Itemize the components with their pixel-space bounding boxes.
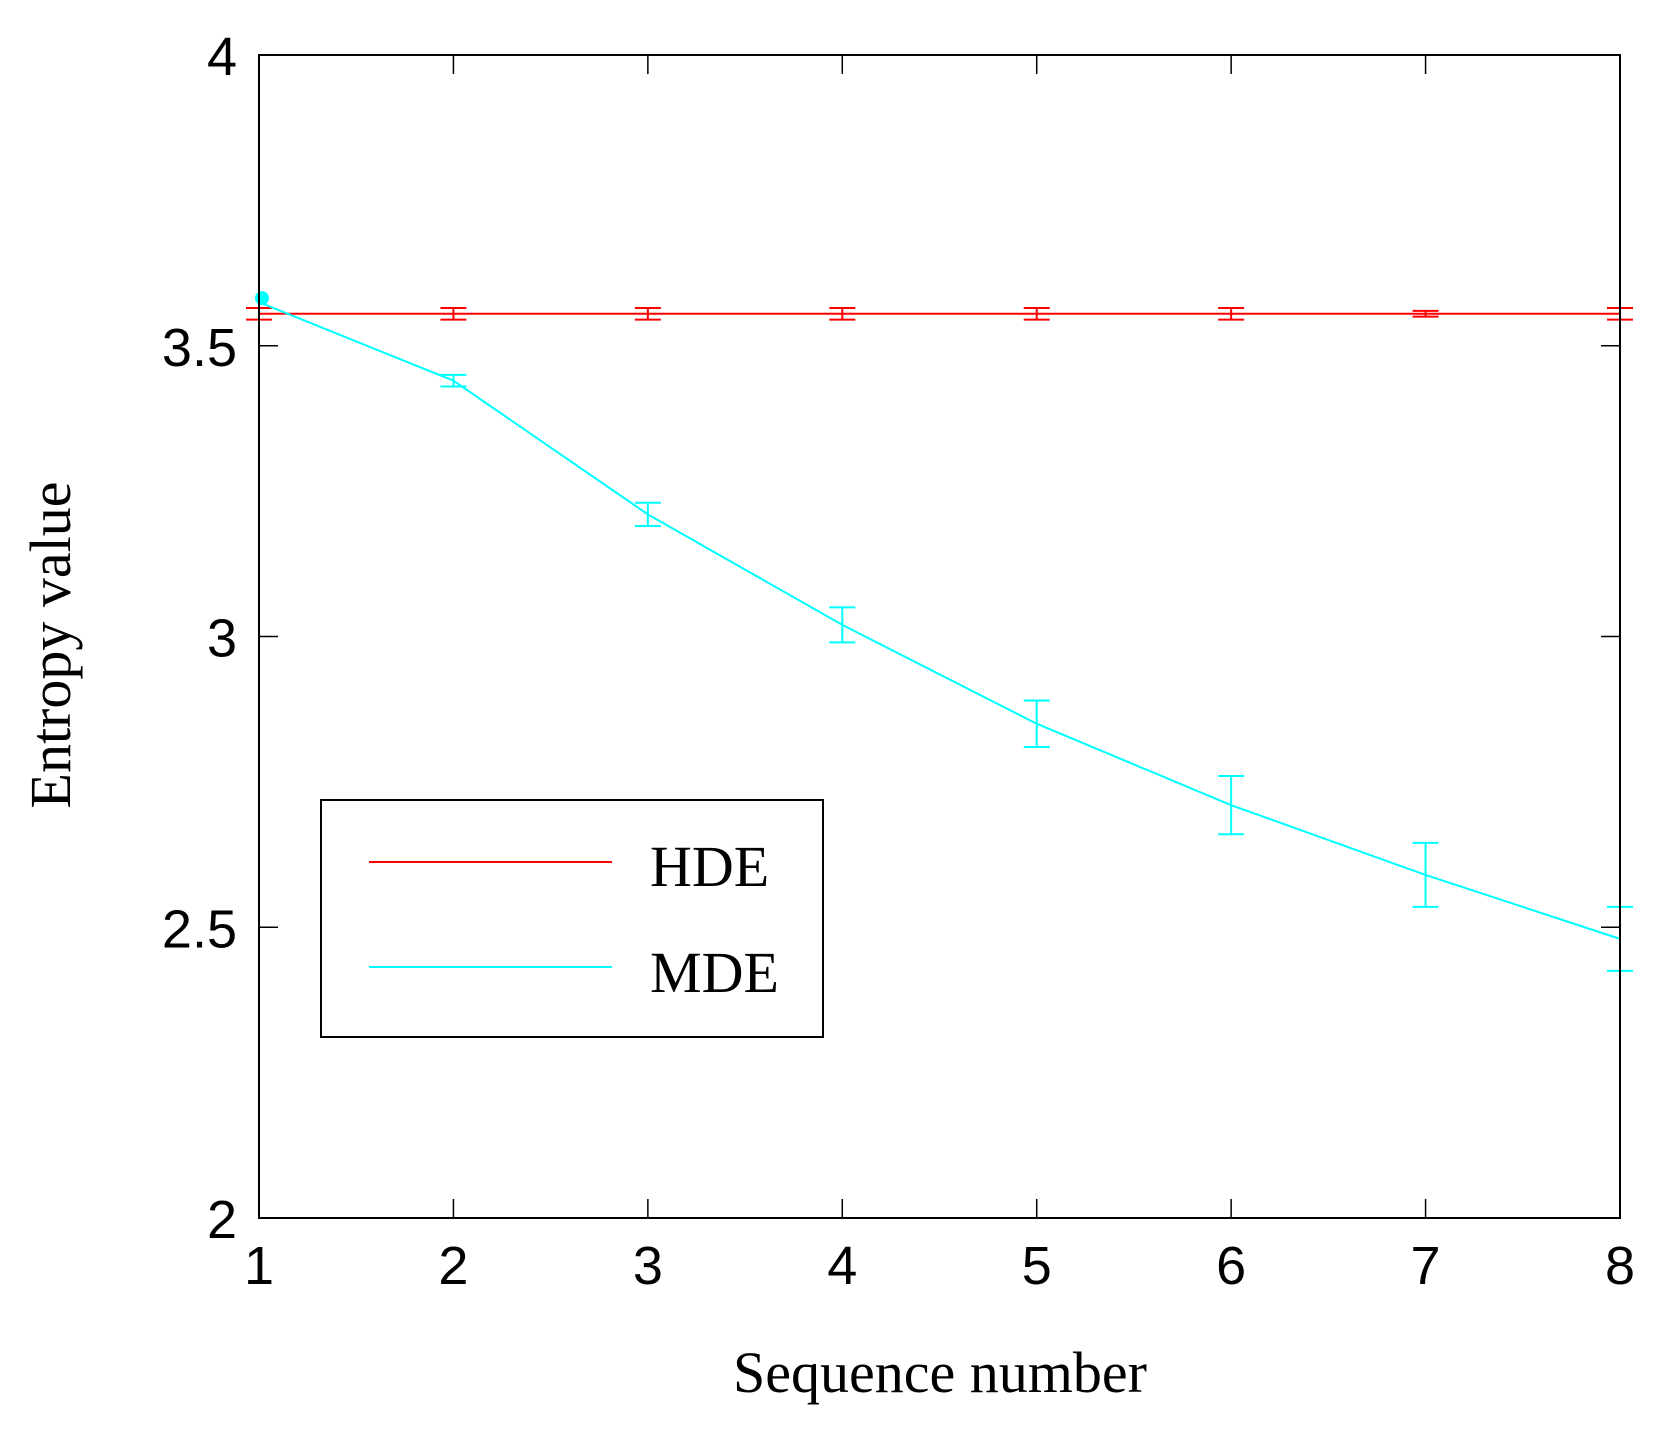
x-axis-label: Sequence number	[733, 1340, 1147, 1405]
legend-label-hde: HDE	[650, 834, 769, 899]
error-bar-hde	[440, 306, 467, 321]
error-bar-mde	[1412, 841, 1439, 908]
series-start-marker-mde	[255, 291, 269, 306]
legend: HDE MDE	[320, 799, 824, 1038]
x-tick-label: 8	[1605, 1236, 1635, 1296]
x-tick-label: 1	[244, 1236, 274, 1296]
error-bar-hde	[829, 306, 856, 321]
error-bar-mde	[440, 373, 467, 388]
y-axis-label: Entropy value	[18, 482, 83, 809]
error-bar-mde	[1218, 775, 1245, 836]
error-bar-hde	[634, 306, 661, 321]
y-tick-label: 2.5	[162, 899, 237, 959]
y-tick-label: 4	[207, 27, 237, 87]
x-tick-label: 6	[1216, 1236, 1246, 1296]
axes-frame	[258, 54, 1621, 1219]
x-tick-label: 3	[633, 1236, 663, 1296]
series-line-mde	[258, 301, 1621, 940]
y-tick-label: 2	[207, 1190, 237, 1250]
error-bar-mde	[829, 606, 856, 644]
legend-label-mde: MDE	[650, 940, 779, 1005]
error-bar-mde	[634, 501, 661, 528]
axes: 1 2 3 4 5 6 7 822.533.54	[162, 27, 1635, 1296]
x-tick-label: 2	[438, 1236, 468, 1296]
error-bar-hde	[1218, 306, 1245, 321]
error-bar-hde	[1023, 306, 1050, 321]
x-tick-label: 4	[827, 1236, 857, 1296]
y-tick-label: 3	[207, 609, 237, 669]
y-tick-label: 3.5	[162, 318, 237, 378]
x-tick-label: 7	[1411, 1236, 1441, 1296]
error-bar-hde	[1412, 309, 1439, 318]
error-bar-mde	[1023, 699, 1050, 748]
legend-box	[320, 799, 824, 1038]
x-tick-label: 5	[1022, 1236, 1052, 1296]
